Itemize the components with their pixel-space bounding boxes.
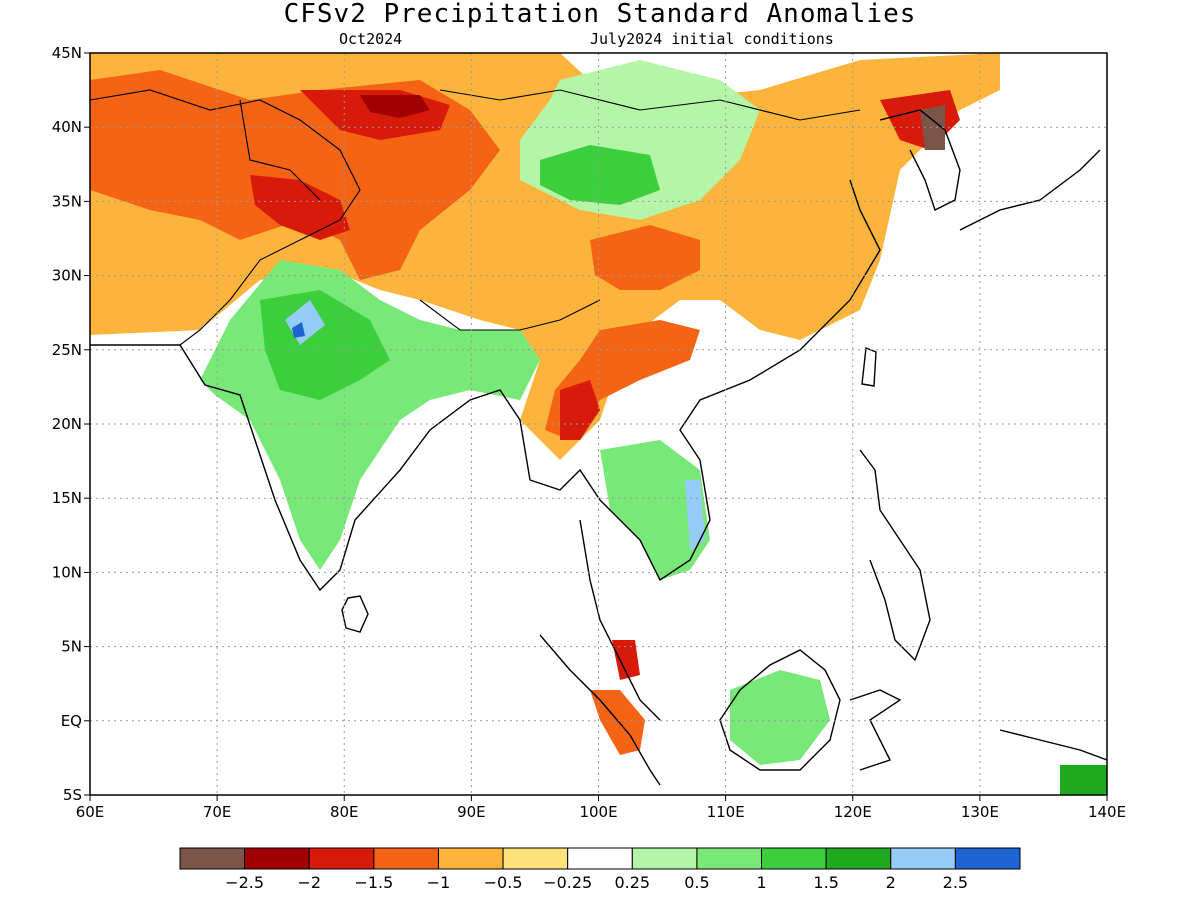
coast-korea	[879, 109, 961, 211]
dry-region-sumatra	[590, 690, 645, 755]
dry-region-malaya	[612, 640, 640, 680]
colorbar-label: 1.5	[813, 873, 838, 892]
colorbar-swatch	[761, 847, 827, 870]
colorbar-swatch	[567, 847, 633, 870]
dry-region-tibet-east	[590, 225, 700, 290]
lat-tick-label: 10N	[52, 563, 82, 581]
colorbar-swatch	[308, 847, 375, 870]
colorbar-swatch	[373, 847, 439, 870]
coast-sumatra	[539, 634, 661, 786]
lat-tick-label: 45N	[52, 44, 82, 62]
colorbar-label: 0.25	[614, 873, 650, 892]
colorbar-label: 2	[886, 873, 896, 892]
wet-region-mongolia-core	[540, 145, 660, 205]
colorbar-swatch	[696, 847, 763, 870]
lat-tick-label: EQ	[61, 712, 82, 730]
coast-malaya	[579, 519, 661, 721]
lat-tick-label: 30N	[52, 267, 82, 285]
colorbar-label: 0.5	[684, 873, 709, 892]
colorbar-label: −2	[297, 873, 321, 892]
wet-region-indochina	[600, 440, 710, 580]
colorbar-label: −1	[427, 873, 451, 892]
colorbar-swatch	[631, 847, 698, 870]
colorbar-label: −1.5	[354, 873, 393, 892]
coast-newguinea	[999, 729, 1107, 761]
lat-tick-label: 20N	[52, 415, 82, 433]
coast-japan	[959, 149, 1101, 231]
wet-region-newguinea	[1060, 765, 1107, 795]
chart-title: CFSv2 Precipitation Standard Anomalies	[283, 0, 917, 29]
longitude-labels: 60E 70E 80E 90E 100E 110E 120E 130E 140E	[76, 795, 1126, 821]
lon-tick-label: 120E	[834, 803, 872, 821]
colorbar-swatch	[890, 847, 956, 870]
coast-taiwan	[861, 347, 877, 387]
colorbar-label: 2.5	[943, 873, 968, 892]
coast-india	[90, 344, 531, 592]
lon-tick-label: 80E	[330, 803, 359, 821]
lon-tick-label: 70E	[203, 803, 232, 821]
colorbar-swatch	[502, 847, 569, 870]
latitude-labels: 45N 40N 35N 30N 25N 20N 15N 10N 5N EQ 5S	[52, 44, 90, 804]
colorbar-label: −2.5	[225, 873, 264, 892]
colorbar-swatch	[244, 847, 310, 870]
colorbar-label: −0.5	[484, 873, 523, 892]
gridlines	[90, 53, 1107, 795]
lon-tick-label: 130E	[961, 803, 999, 821]
forecast-month: Oct2024	[339, 30, 403, 48]
wet-region-vietnam-peak	[685, 480, 705, 550]
dry-region-core-3	[360, 95, 430, 118]
lon-tick-label: 140E	[1088, 803, 1126, 821]
colorbar-label: −0.25	[543, 873, 592, 892]
lat-tick-label: 35N	[52, 192, 82, 210]
border-central-asia	[90, 89, 861, 346]
lon-tick-label: 100E	[579, 803, 617, 821]
dry-region-yunnan-core	[560, 380, 600, 440]
coast-sulawesi	[849, 689, 902, 771]
wet-region-borneo	[730, 670, 830, 765]
colorbar: −2.5 −2 −1.5 −1 −0.5 −0.25 0.25 0.5 1 1.5 2 2.5	[179, 847, 1021, 892]
colorbar-swatch	[825, 847, 892, 870]
lat-tick-label: 25N	[52, 341, 82, 359]
coast-indochina	[529, 179, 881, 582]
colorbar-swatch	[954, 847, 1021, 870]
lon-tick-label: 110E	[707, 803, 745, 821]
lat-tick-label: 5S	[63, 786, 82, 804]
initial-conditions: July2024 initial conditions	[590, 30, 834, 48]
coast-srilanka	[341, 595, 369, 633]
coast-philippines	[859, 449, 931, 662]
coast-borneo	[719, 649, 841, 771]
colorbar-swatch	[179, 847, 246, 870]
coastlines	[90, 89, 1107, 786]
anomaly-field	[90, 53, 1107, 795]
lon-tick-label: 60E	[76, 803, 105, 821]
lat-tick-label: 40N	[52, 118, 82, 136]
lat-tick-label: 15N	[52, 489, 82, 507]
dry-region-pamir	[250, 175, 350, 240]
colorbar-label: 1	[756, 873, 766, 892]
lat-tick-label: 5N	[61, 638, 82, 656]
lon-tick-label: 90E	[457, 803, 486, 821]
dry-region-korea-core	[920, 105, 945, 150]
colorbar-swatch	[437, 847, 504, 870]
wet-region-india-max	[292, 322, 305, 338]
